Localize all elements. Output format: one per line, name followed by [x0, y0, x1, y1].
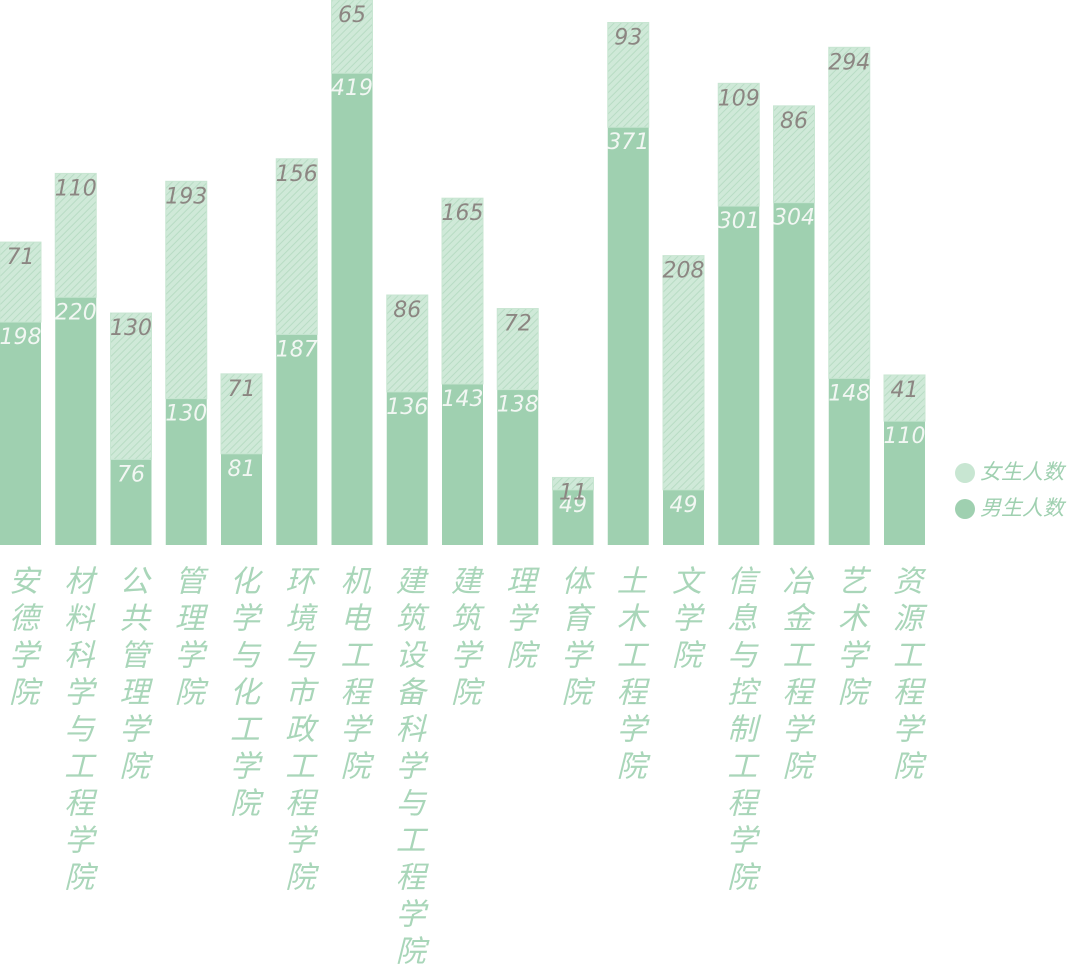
- x-tick-label: 理学院: [500, 565, 535, 676]
- value-label: 71: [7, 245, 35, 270]
- value-label: 419: [331, 76, 373, 101]
- value-label: 156: [276, 162, 318, 187]
- bar-segment: [165, 180, 208, 400]
- bar-segment: [607, 127, 649, 546]
- x-tick-label: 机电工程学院: [335, 565, 370, 787]
- legend-swatch: [955, 499, 975, 519]
- value-label: 208: [663, 259, 705, 284]
- bar-segment: [0, 322, 41, 545]
- bar-segment: [55, 297, 97, 545]
- bar-segment: [54, 172, 97, 298]
- x-tick-label: 艺术学院: [832, 565, 867, 713]
- bar-segment: [0, 241, 42, 323]
- bar-segment: [496, 308, 539, 391]
- bar-segment: [331, 73, 373, 546]
- bar-segment: [828, 46, 871, 379]
- bar-segment: [883, 374, 926, 422]
- value-label: 294: [828, 50, 870, 75]
- bar-segment: [441, 197, 484, 385]
- value-label: 110: [884, 424, 926, 449]
- bar-segment: [717, 82, 760, 207]
- legend-swatch: [955, 463, 975, 483]
- x-tick-label: 化学与化工学院: [224, 565, 259, 824]
- x-tick-label: 安德学院: [3, 565, 38, 713]
- bar-segment: [552, 489, 594, 545]
- x-tick-label: 冶金工程学院: [777, 565, 812, 787]
- value-label: 371: [607, 130, 649, 155]
- bar-segment: [828, 378, 870, 545]
- legend-label: 女生人数: [980, 460, 1067, 484]
- bar-segment: [497, 389, 539, 545]
- x-tick-label: 建筑学院: [445, 565, 481, 713]
- value-label: 81: [228, 457, 256, 482]
- value-label: 72: [504, 312, 532, 337]
- value-label: 301: [718, 209, 760, 234]
- x-tick-label: 文学院: [666, 565, 701, 676]
- x-tick-label: 公共管理学院: [114, 565, 149, 787]
- value-label: 130: [165, 402, 207, 427]
- value-label: 193: [165, 184, 207, 209]
- bar-segment: [442, 383, 483, 545]
- x-tick-label: 资源工程学院: [887, 565, 922, 787]
- value-label: 165: [442, 201, 484, 226]
- value-label: 187: [276, 337, 318, 362]
- value-label: 148: [828, 381, 870, 406]
- x-tick-label: 建筑设备科学与工程学院: [390, 565, 426, 965]
- value-label: 220: [55, 300, 97, 325]
- value-label: 130: [110, 316, 152, 341]
- bar-segment: [165, 398, 207, 545]
- bar-segment: [773, 202, 815, 545]
- value-label: 198: [0, 325, 42, 350]
- value-label: 136: [386, 395, 428, 420]
- value-label: 304: [773, 206, 815, 231]
- value-label: 49: [559, 493, 587, 518]
- bar-segment: [331, 0, 373, 74]
- value-label: 86: [393, 298, 421, 323]
- bar-segment: [662, 255, 705, 491]
- bar-segment: [220, 373, 263, 455]
- value-label: 86: [780, 109, 808, 134]
- bar-segment: [552, 476, 594, 491]
- bar-segment: [773, 105, 815, 204]
- bar-segment: [386, 294, 429, 393]
- legend-label: 男生人数: [980, 496, 1067, 520]
- x-tick-label: 材料科学与工程学院: [58, 565, 93, 898]
- bar-segment: [275, 158, 318, 335]
- bar-segment: [276, 334, 318, 545]
- value-label: 93: [614, 26, 642, 51]
- value-label: 49: [670, 493, 698, 518]
- value-label: 109: [718, 86, 760, 111]
- bar-segment: [884, 421, 925, 545]
- bar-segment: [718, 206, 760, 545]
- value-label: 138: [497, 393, 539, 418]
- bar-segment: [110, 312, 152, 460]
- value-label: 143: [442, 387, 484, 412]
- value-label: 110: [55, 176, 97, 201]
- value-label: 65: [338, 3, 366, 28]
- x-tick-label: 管理学院: [169, 565, 204, 713]
- x-tick-label: 信息与控制工程学院: [721, 565, 756, 898]
- bar-segment: [607, 22, 650, 128]
- x-tick-label: 环境与市政工程学院: [279, 565, 314, 898]
- value-label: 41: [891, 378, 919, 403]
- value-label: 76: [117, 462, 145, 487]
- value-label: 71: [228, 377, 256, 402]
- x-tick-label: 体育学院: [556, 565, 591, 713]
- bar-segment: [221, 453, 262, 545]
- x-tick-label: 土木工程学院: [611, 565, 646, 787]
- bar-segment: [110, 459, 152, 545]
- bar-segment: [663, 489, 704, 545]
- bar-segment: [386, 391, 428, 545]
- value-label: 11: [559, 480, 587, 505]
